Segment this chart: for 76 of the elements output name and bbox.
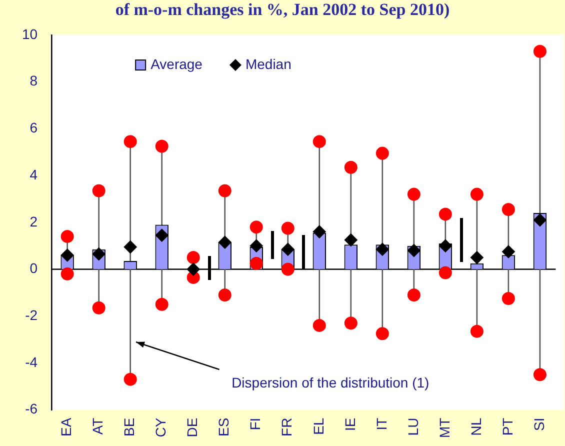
point (407, 244, 420, 257)
y-tick-label: -6 (25, 400, 38, 417)
point (155, 140, 168, 153)
point (250, 256, 263, 270)
point (344, 160, 358, 174)
point (250, 239, 263, 252)
x-tick-label: ES (216, 418, 232, 436)
point (438, 239, 452, 252)
point (60, 230, 74, 243)
point (502, 292, 515, 306)
legend-label: Median (245, 56, 292, 72)
point (92, 184, 106, 198)
point (281, 222, 294, 235)
x-tick-label: FR (278, 418, 295, 436)
x-tick-label: DE (184, 418, 200, 438)
point (60, 267, 74, 280)
point (281, 262, 294, 276)
y-tick-label: -2 (25, 306, 38, 323)
y-tick-label: -4 (25, 354, 38, 370)
point (186, 262, 200, 276)
chart-title: of m-o-m changes in %, Jan 2002 to Sep 2010) (114, 0, 451, 20)
point (92, 248, 106, 261)
point (312, 135, 326, 148)
annotation: Dispersion of the distribution (1) (232, 374, 430, 391)
point (218, 288, 232, 302)
point (470, 324, 484, 338)
point (155, 228, 168, 242)
point (124, 135, 137, 148)
x-tick-label: BE (121, 418, 138, 436)
point (155, 298, 168, 311)
point (312, 225, 326, 238)
point (502, 245, 515, 258)
point (218, 184, 232, 198)
point (533, 368, 546, 382)
point (186, 251, 200, 264)
point (250, 220, 263, 234)
point (60, 248, 74, 262)
x-tick-label: FI (247, 418, 264, 430)
x-tick-label: MT (436, 417, 452, 438)
point (533, 214, 546, 227)
y-tick-label: 0 (30, 260, 38, 276)
legend-label: Average (150, 56, 203, 72)
point (344, 316, 358, 330)
point (124, 372, 137, 386)
point (124, 240, 137, 254)
x-tick-label: NL (468, 418, 484, 436)
x-tick-label: IE (342, 418, 358, 432)
point (281, 242, 294, 256)
point (376, 146, 389, 160)
x-tick-label: CY (152, 417, 169, 438)
y-tick-label: 8 (30, 72, 38, 89)
point (470, 188, 484, 201)
point (438, 208, 452, 221)
point (218, 236, 232, 249)
x-tick-label: SI (530, 418, 547, 432)
point (376, 242, 389, 256)
x-tick-label: EA (58, 417, 74, 436)
point (376, 327, 389, 340)
x-tick-label: EL (310, 418, 326, 435)
y-tick-label: 2 (30, 213, 38, 230)
point (92, 301, 106, 314)
point (407, 188, 420, 201)
x-tick-label: IT (373, 417, 390, 430)
point (407, 288, 420, 302)
y-tick-label: 10 (22, 26, 38, 42)
x-tick-label: PT (499, 417, 516, 436)
point (312, 318, 326, 332)
point (438, 266, 452, 280)
point (502, 203, 515, 216)
point (344, 233, 358, 246)
x-tick-label: LU (404, 418, 421, 436)
point (470, 251, 484, 264)
x-tick-label: AT (90, 417, 106, 435)
y-tick-label: 6 (30, 120, 38, 136)
point (533, 44, 546, 58)
y-tick-label: 4 (30, 166, 38, 182)
